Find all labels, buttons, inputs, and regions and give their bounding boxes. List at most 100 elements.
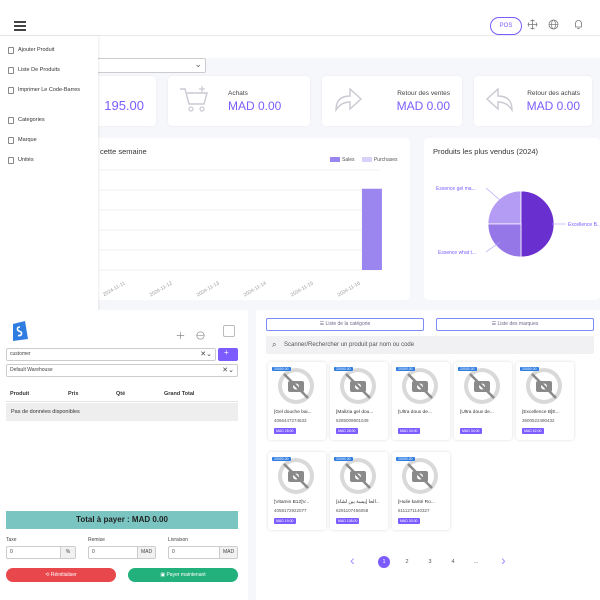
no-image-icon <box>464 368 500 404</box>
brand-list-button[interactable]: ☰ Liste des marques <box>436 318 594 331</box>
product-name: [Gel douche bai... <box>274 410 312 415</box>
stock-badge: 20000.00 <box>396 367 415 371</box>
tax-input[interactable]: 0% <box>6 546 76 559</box>
product-name: [Excellence B]E... <box>522 410 560 415</box>
discount-unit: MAD <box>137 547 155 558</box>
next-page-arrow-icon[interactable]: › <box>501 552 506 568</box>
wallet-icon: ▣ <box>160 572 167 578</box>
legend-swatch-purchases <box>361 157 372 163</box>
file-icon <box>8 46 14 54</box>
cart-table-header: Produit Prix Qté Grand Total <box>6 388 238 402</box>
product-card[interactable]: 20000.00 [Ultra doux de... MAD 34.00 <box>454 362 512 440</box>
bell-icon[interactable] <box>573 19 584 33</box>
forward-arrow-icon <box>335 87 363 113</box>
shipping-label: Livraison <box>168 537 189 543</box>
sidebar-item-product-list[interactable]: Liste De Produits <box>8 66 94 74</box>
no-image-icon <box>340 368 376 404</box>
top-products-pie: Essence gel ma... Excellence B... Essence … <box>436 186 600 258</box>
product-card[interactable]: 20000.00 [Huile karité Ro... 6111271140327… <box>392 452 450 530</box>
page-4[interactable]: 4 <box>451 559 455 565</box>
product-code: 4058172922077 <box>274 508 307 513</box>
product-card[interactable]: 20000.00 [Vitamin B12]V... 4058172922077 MA… <box>268 452 326 530</box>
pay-now-button[interactable]: ▣ Payer maintenant <box>128 568 238 582</box>
stat-card-purchases: Achats MAD 0.00 <box>168 76 310 126</box>
product-card[interactable]: 20000.00 [Excellence B]E... 3600522490432 M… <box>516 362 574 440</box>
product-price: MAD 30.00 <box>398 518 420 524</box>
folder-icon <box>8 116 14 124</box>
page-2[interactable]: 2 <box>405 559 409 565</box>
warehouse-select[interactable]: Default Warehouse ✕⌄ <box>6 364 238 377</box>
category-list-button[interactable]: ☰ Liste de la catégorie <box>266 318 424 331</box>
units-icon <box>8 156 14 164</box>
warehouse-filter-select[interactable]: ⌄ <box>92 58 206 73</box>
reply-arrow-icon <box>485 87 513 113</box>
pie-slice[interactable] <box>487 223 522 258</box>
card-value: MAD 0.00 <box>396 99 450 113</box>
customer-value: customer <box>10 351 31 357</box>
fullscreen-icon[interactable] <box>176 327 185 345</box>
card-value: MAD 0.00 <box>228 99 282 113</box>
shipping-unit: MAD <box>219 547 237 558</box>
add-customer-button[interactable]: + <box>218 348 238 361</box>
stock-badge: 20000.00 <box>272 457 291 461</box>
reset-button[interactable]: ⟲ Réinitialiser <box>6 568 116 582</box>
product-code: 4066447274633 <box>274 418 307 423</box>
product-search-input[interactable]: ⌕ Scanner/Rechercher un produit par nom … <box>266 336 594 354</box>
product-price: MAD 19.00 <box>274 518 296 524</box>
product-price: MAD 62.00 <box>522 428 544 434</box>
product-card[interactable]: 20000.00 [Malizia gel dou... 5285009901049… <box>330 362 388 440</box>
sidebar-item-print-barcode[interactable]: Imprimer Le Code-Barres <box>8 86 94 94</box>
product-name: [Ultra doux de... <box>460 410 494 415</box>
x-tick-label: 2024-11-13 <box>196 280 221 298</box>
discount-input[interactable]: 0 MAD <box>88 546 156 559</box>
tag-icon <box>8 136 14 144</box>
pie-slice[interactable] <box>520 190 555 258</box>
col-qty: Qté <box>116 391 126 397</box>
bar-sales[interactable] <box>361 188 382 270</box>
total-to-pay: Total à payer : MAD 0.00 <box>6 511 238 529</box>
product-price: MAD 34.00 <box>398 428 420 434</box>
product-code: 6111271140327 <box>398 508 430 513</box>
shipping-input[interactable]: 0 MAD <box>168 546 238 559</box>
pie-label-leader <box>485 187 501 201</box>
product-card[interactable]: 20000.00 [Ultra doux de... MAD 34.00 <box>392 362 450 440</box>
list-icon: ☰ <box>319 321 326 327</box>
x-tick-label: 2024-11-16 <box>337 280 362 298</box>
page-3[interactable]: 3 <box>428 559 432 565</box>
x-tick-label: 2024-11-12 <box>149 280 174 298</box>
weekly-bar-chart: 2024-11-11 2024-11-12 2024-11-13 2024-11-14… <box>98 169 382 298</box>
globe-icon[interactable] <box>548 19 559 33</box>
product-name: [Vitamin B12]V... <box>274 500 310 505</box>
no-image-icon <box>278 368 314 404</box>
pos-button[interactable]: POS <box>490 17 522 35</box>
list-icon <box>8 66 14 74</box>
customer-select[interactable]: customer ✕⌄ <box>6 348 216 361</box>
products-menu: Ajouter Produit Liste De Produits Imprim… <box>0 36 98 310</box>
pie-slice[interactable] <box>487 190 522 225</box>
tax-label: Taxe <box>6 537 17 543</box>
sidebar-item-add-product[interactable]: Ajouter Produit <box>8 46 94 54</box>
sidebar-item-categories[interactable]: Categories <box>8 116 94 124</box>
calculator-icon[interactable] <box>223 325 235 337</box>
pie-label-leader <box>485 241 501 253</box>
expand-icon[interactable] <box>527 19 538 33</box>
top-products-panel: Produits les plus vendus (2024) Essence … <box>424 138 600 300</box>
product-card[interactable]: 20000.00 [Gel douche bai... 4066447274633 M… <box>268 362 326 440</box>
product-code: 3600522490432 <box>522 418 555 423</box>
search-placeholder: Scanner/Rechercher un produit par nom ou… <box>284 342 415 348</box>
empty-table-message: Pas de données disponibles <box>6 403 238 421</box>
page-1[interactable]: 1 <box>378 556 390 568</box>
menu-icon[interactable] <box>14 21 26 33</box>
page-ellipsis: ... <box>473 559 479 565</box>
stock-badge: 20000.00 <box>334 367 353 371</box>
user-add-icon: + <box>224 348 229 357</box>
sidebar-item-units[interactable]: Unités <box>8 156 94 164</box>
language-icon[interactable] <box>196 327 205 345</box>
product-code: 6291107456058 <box>336 508 369 513</box>
search-icon: ⌕ <box>272 340 277 349</box>
product-card[interactable]: 20000.00 [بيسة بين لشاة] الحا... 629110745… <box>330 452 388 530</box>
prev-page-arrow-icon[interactable]: ‹ <box>350 552 355 568</box>
sidebar-item-brand[interactable]: Marque <box>8 136 94 144</box>
card-title: Retour des ventes <box>397 90 450 97</box>
weekly-chart-panel: cette semaine Sales Purchases 2024-11-11… <box>40 138 410 300</box>
